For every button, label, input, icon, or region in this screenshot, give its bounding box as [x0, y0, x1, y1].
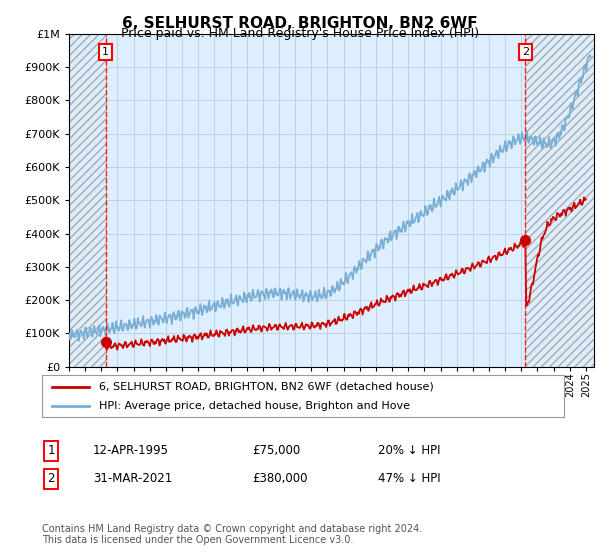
Text: £75,000: £75,000 — [252, 444, 300, 458]
Text: 2: 2 — [47, 472, 55, 486]
Text: 2: 2 — [522, 47, 529, 57]
Text: 47% ↓ HPI: 47% ↓ HPI — [378, 472, 440, 486]
Text: 31-MAR-2021: 31-MAR-2021 — [93, 472, 172, 486]
Bar — [526, 34, 594, 367]
Text: £380,000: £380,000 — [252, 472, 308, 486]
Text: 20% ↓ HPI: 20% ↓ HPI — [378, 444, 440, 458]
Text: 1: 1 — [102, 47, 109, 57]
Text: Contains HM Land Registry data © Crown copyright and database right 2024.
This d: Contains HM Land Registry data © Crown c… — [42, 524, 422, 545]
Text: 6, SELHURST ROAD, BRIGHTON, BN2 6WF: 6, SELHURST ROAD, BRIGHTON, BN2 6WF — [122, 16, 478, 31]
Text: 6, SELHURST ROAD, BRIGHTON, BN2 6WF (detached house): 6, SELHURST ROAD, BRIGHTON, BN2 6WF (det… — [100, 381, 434, 391]
Text: 12-APR-1995: 12-APR-1995 — [93, 444, 169, 458]
Text: 1: 1 — [47, 444, 55, 458]
Text: Price paid vs. HM Land Registry's House Price Index (HPI): Price paid vs. HM Land Registry's House … — [121, 27, 479, 40]
Text: HPI: Average price, detached house, Brighton and Hove: HPI: Average price, detached house, Brig… — [100, 401, 410, 411]
Bar — [69, 34, 106, 367]
